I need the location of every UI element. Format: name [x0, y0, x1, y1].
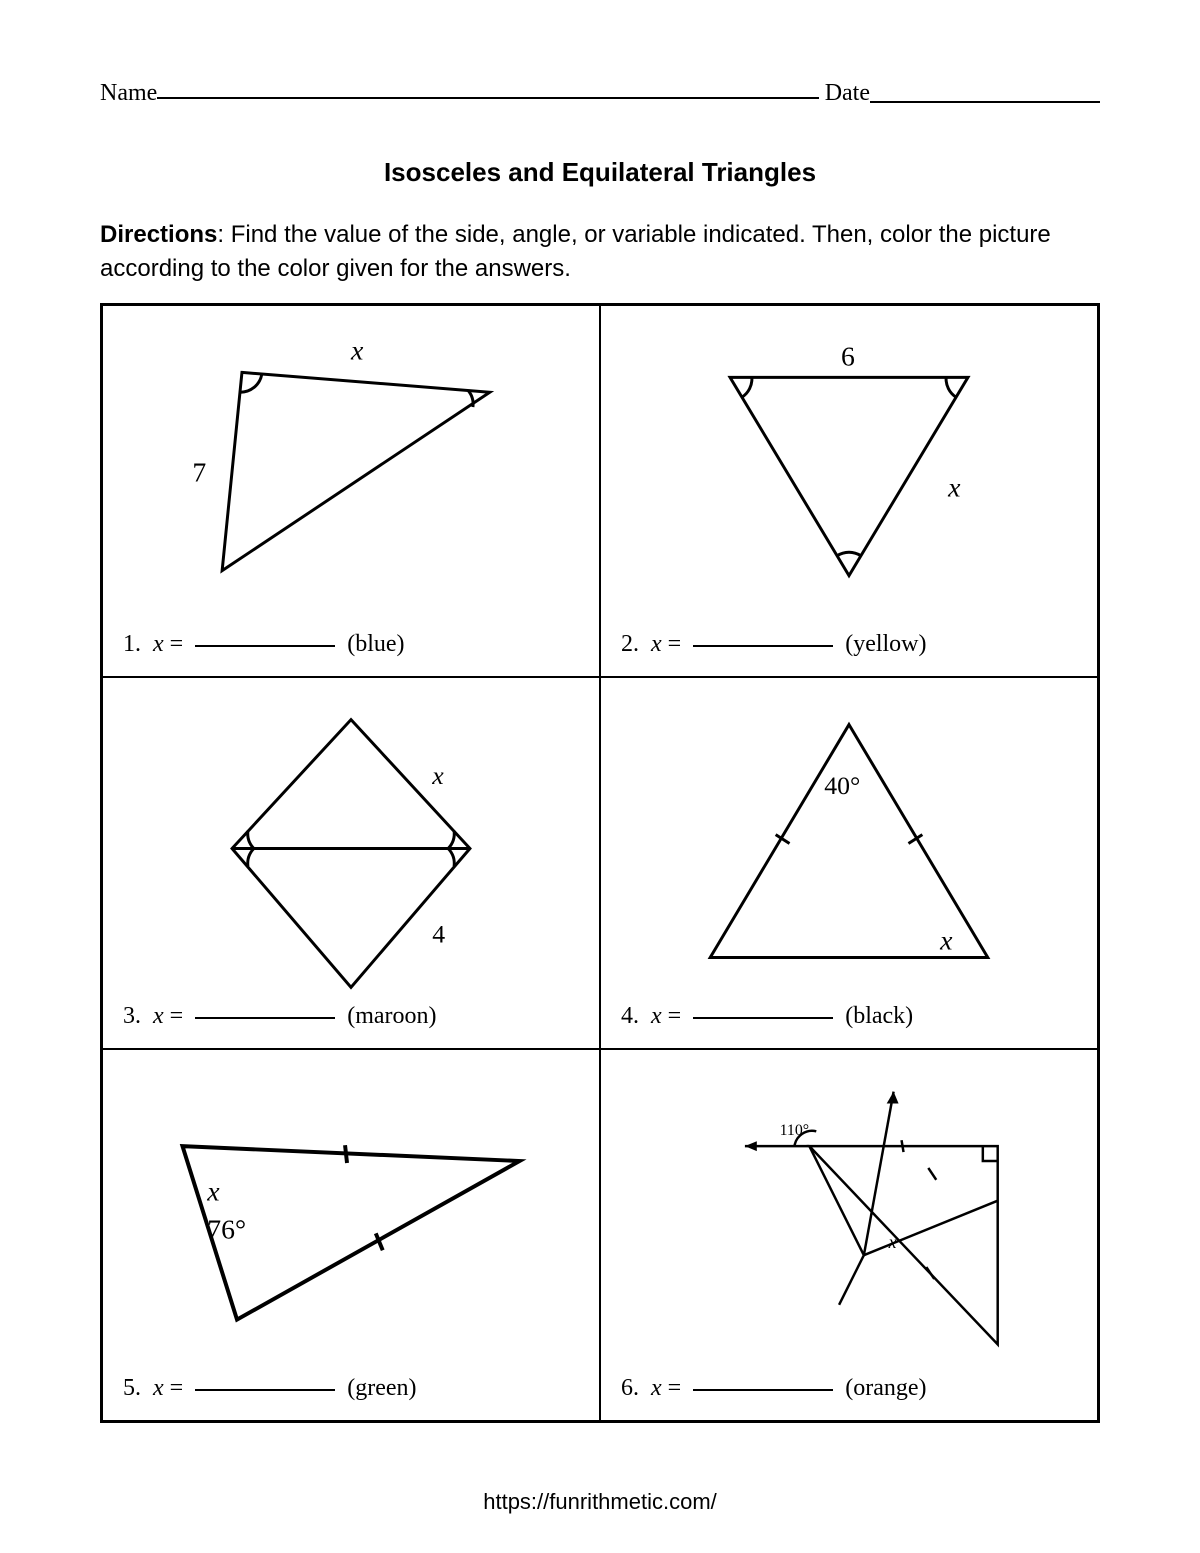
name-blank[interactable]	[157, 76, 818, 99]
answer-eq: =	[662, 631, 688, 657]
answer-blank[interactable]	[693, 1017, 833, 1019]
label-x: x	[939, 926, 953, 957]
label-x: x	[350, 336, 364, 367]
worksheet-title: Isosceles and Equilateral Triangles	[100, 157, 1100, 188]
problem-cell-6: 110° x 6. x = (orange)	[600, 1049, 1098, 1421]
answer-eq: =	[164, 1375, 190, 1401]
label-x: x	[206, 1177, 220, 1208]
answer-var: x	[153, 1003, 164, 1029]
directions-text: : Find the value of the side, angle, or …	[100, 221, 1051, 282]
answer-eq: =	[662, 1375, 688, 1401]
answer-blank[interactable]	[195, 645, 335, 647]
answer-blank[interactable]	[195, 1017, 335, 1019]
answer-color: (black)	[845, 1003, 913, 1029]
worksheet-page: Name Date Isosceles and Equilateral Tria…	[0, 0, 1200, 1553]
answer-2: 2. x = (yellow)	[621, 631, 1077, 658]
directions: Directions: Find the value of the side, …	[100, 218, 1100, 285]
diagram-2: 6 x	[621, 322, 1077, 631]
problem-cell-3: x 4 3. x = (maroon)	[102, 677, 600, 1049]
answer-6: 6. x = (orange)	[621, 1375, 1077, 1402]
answer-var: x	[153, 1375, 164, 1401]
answer-3: 3. x = (maroon)	[123, 1003, 579, 1030]
diagram-3: x 4	[123, 694, 579, 1003]
directions-label: Directions	[100, 221, 217, 248]
answer-blank[interactable]	[693, 1389, 833, 1391]
label-x: x	[947, 473, 961, 504]
answer-var: x	[153, 631, 164, 657]
answer-color: (orange)	[845, 1375, 926, 1401]
problem-number: 3.	[123, 1003, 141, 1029]
answer-eq: =	[164, 1003, 190, 1029]
label-7: 7	[192, 458, 206, 489]
answer-color: (blue)	[347, 631, 404, 657]
problem-grid: x 7 1. x = (blue) 6	[100, 303, 1100, 1423]
problem-cell-4: 40° x 4. x = (black)	[600, 677, 1098, 1049]
answer-blank[interactable]	[195, 1389, 335, 1391]
answer-5: 5. x = (green)	[123, 1375, 579, 1402]
answer-color: (green)	[347, 1375, 416, 1401]
label-4: 4	[432, 920, 445, 949]
problem-cell-2: 6 x 2. x = (yellow)	[600, 305, 1098, 677]
label-x: x	[431, 761, 444, 790]
answer-eq: =	[164, 631, 190, 657]
label-x: x	[888, 1232, 897, 1252]
answer-var: x	[651, 631, 662, 657]
problem-number: 1.	[123, 631, 141, 657]
date-label: Date	[825, 80, 870, 107]
label-76: 76°	[207, 1215, 246, 1246]
name-label: Name	[100, 80, 157, 107]
footer-url: https://funrithmetic.com/	[0, 1489, 1200, 1515]
problem-number: 2.	[621, 631, 639, 657]
problem-number: 6.	[621, 1375, 639, 1401]
answer-eq: =	[662, 1003, 688, 1029]
answer-4: 4. x = (black)	[621, 1003, 1077, 1030]
answer-color: (maroon)	[347, 1003, 436, 1029]
answer-color: (yellow)	[845, 631, 926, 657]
diagram-6: 110° x	[621, 1066, 1077, 1375]
problem-cell-5: x 76° 5. x = (green)	[102, 1049, 600, 1421]
problem-number: 5.	[123, 1375, 141, 1401]
answer-blank[interactable]	[693, 645, 833, 647]
answer-var: x	[651, 1375, 662, 1401]
diagram-5: x 76°	[123, 1066, 579, 1375]
diagram-4: 40° x	[621, 694, 1077, 1003]
header-row: Name Date	[100, 80, 1100, 107]
date-blank[interactable]	[870, 76, 1100, 103]
answer-1: 1. x = (blue)	[123, 631, 579, 658]
label-6: 6	[841, 342, 855, 373]
problem-cell-1: x 7 1. x = (blue)	[102, 305, 600, 677]
problem-number: 4.	[621, 1003, 639, 1029]
label-110: 110°	[780, 1122, 810, 1139]
label-40: 40°	[824, 771, 860, 800]
answer-var: x	[651, 1003, 662, 1029]
diagram-1: x 7	[123, 322, 579, 631]
